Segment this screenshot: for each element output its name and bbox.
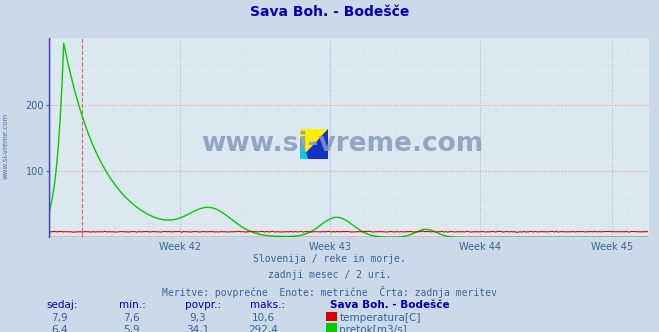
Polygon shape — [300, 138, 308, 159]
Text: www.si-vreme.com: www.si-vreme.com — [202, 131, 484, 157]
Text: zadnji mesec / 2 uri.: zadnji mesec / 2 uri. — [268, 270, 391, 280]
Text: Week 44: Week 44 — [459, 242, 501, 252]
Text: 6,4: 6,4 — [51, 325, 68, 332]
Text: Slovenija / reke in morje.: Slovenija / reke in morje. — [253, 254, 406, 264]
Text: 5,9: 5,9 — [123, 325, 140, 332]
Text: Week 42: Week 42 — [159, 242, 201, 252]
Text: pretok[m3/s]: pretok[m3/s] — [339, 325, 407, 332]
Polygon shape — [300, 129, 328, 159]
Text: Sava Boh. - Bodešče: Sava Boh. - Bodešče — [330, 300, 449, 310]
Text: maks.:: maks.: — [250, 300, 285, 310]
Text: povpr.:: povpr.: — [185, 300, 221, 310]
Text: www.si-vreme.com: www.si-vreme.com — [2, 113, 9, 179]
Text: 7,6: 7,6 — [123, 313, 140, 323]
Text: Sava Boh. - Bodešče: Sava Boh. - Bodešče — [250, 5, 409, 19]
Text: Week 43: Week 43 — [308, 242, 351, 252]
Text: 292,4: 292,4 — [248, 325, 279, 332]
Text: Meritve: povprečne  Enote: metrične  Črta: zadnja meritev: Meritve: povprečne Enote: metrične Črta:… — [162, 286, 497, 298]
Polygon shape — [300, 129, 328, 159]
Text: 9,3: 9,3 — [189, 313, 206, 323]
Text: min.:: min.: — [119, 300, 146, 310]
Text: 34,1: 34,1 — [186, 325, 210, 332]
Text: 7,9: 7,9 — [51, 313, 68, 323]
Text: sedaj:: sedaj: — [46, 300, 78, 310]
Text: Week 45: Week 45 — [590, 242, 633, 252]
Text: 10,6: 10,6 — [252, 313, 275, 323]
Text: temperatura[C]: temperatura[C] — [339, 313, 421, 323]
